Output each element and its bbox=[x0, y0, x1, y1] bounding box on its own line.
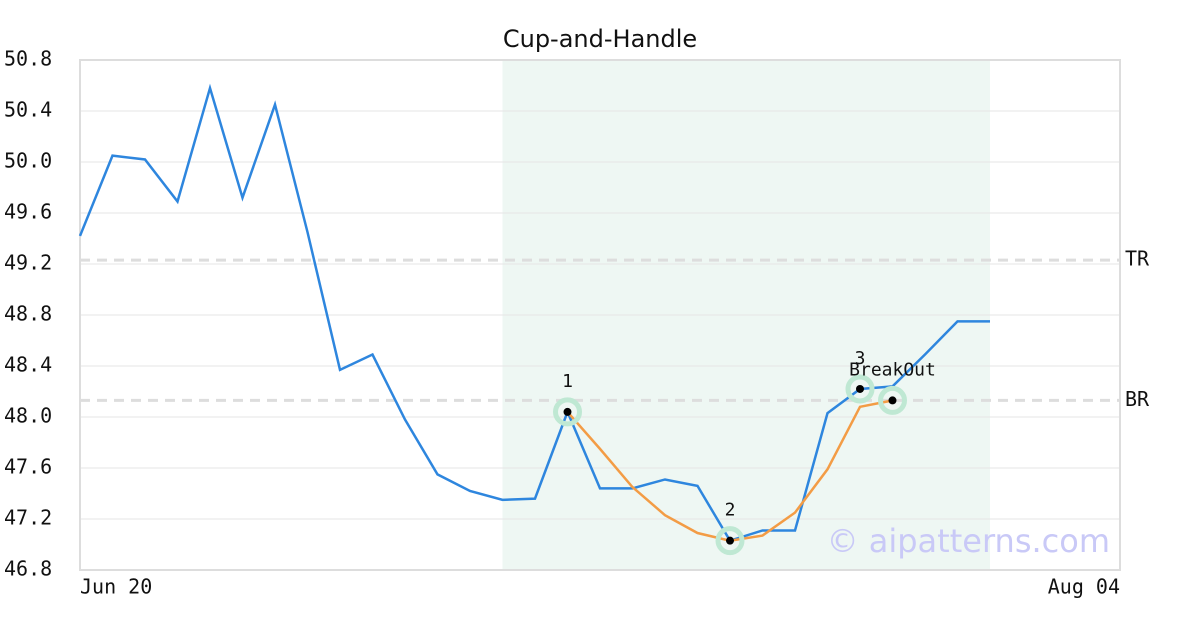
y-tick-label: 49.6 bbox=[4, 200, 52, 224]
pattern-point-halo bbox=[878, 385, 907, 415]
chart-title: Cup-and-Handle bbox=[503, 25, 697, 53]
pattern-point-halo bbox=[715, 526, 745, 556]
y-tick-label: 48.4 bbox=[4, 353, 52, 377]
x-tick-label: Jun 20 bbox=[80, 575, 152, 599]
plot-frame bbox=[79, 59, 1121, 571]
pattern-point bbox=[888, 396, 897, 405]
x-tick-label: Aug 04 bbox=[1048, 575, 1120, 599]
pattern-label: BreakOut bbox=[849, 359, 936, 380]
y-tick-label: 50.4 bbox=[4, 98, 52, 122]
y-tick-label: 46.8 bbox=[4, 557, 52, 581]
y-tick-label: 48.8 bbox=[4, 302, 52, 326]
y-tick-label: 48.0 bbox=[4, 404, 52, 428]
price-line bbox=[78, 83, 990, 543]
pattern-point bbox=[726, 536, 734, 545]
pattern-point-halo bbox=[845, 374, 875, 404]
pattern-point bbox=[856, 384, 864, 393]
pattern-point bbox=[563, 407, 572, 416]
pattern-label: 3 bbox=[855, 348, 866, 369]
y-tick-label: 49.2 bbox=[4, 251, 52, 275]
level-label: TR bbox=[1125, 247, 1150, 271]
y-tick-label: 50.8 bbox=[4, 47, 52, 71]
watermark: © aipatterns.com bbox=[827, 522, 1110, 560]
pattern-point-halo bbox=[553, 397, 582, 427]
level-label: BR bbox=[1125, 387, 1150, 411]
y-tick-label: 47.2 bbox=[4, 506, 52, 530]
y-tick-label: 50.0 bbox=[4, 149, 52, 173]
pattern-label: 1 bbox=[562, 371, 573, 392]
y-tick-label: 47.6 bbox=[4, 455, 52, 479]
pattern-label: 2 bbox=[725, 500, 736, 521]
